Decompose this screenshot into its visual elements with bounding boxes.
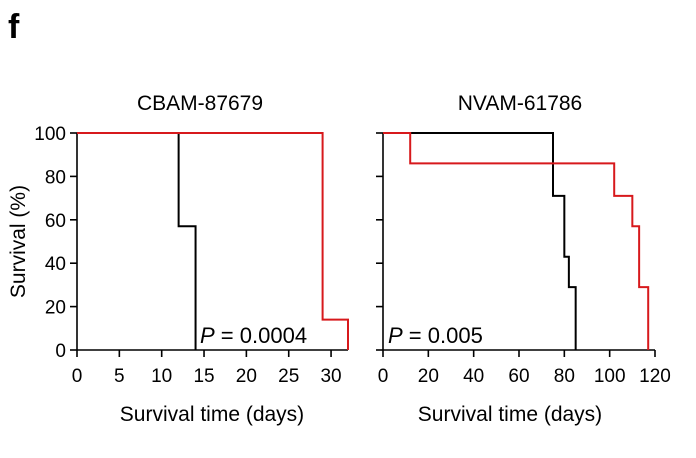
x-tick-label: 25 [278, 366, 299, 387]
charts-container: CBAM-87679 0 20 40 60 80 100 0 5 10 15 20 25 30 Surviv… [7, 92, 671, 426]
y-axis-label: Survival (%) [7, 185, 30, 298]
x-tick-label: 30 [320, 366, 341, 387]
x-tick-label: 20 [236, 366, 257, 387]
y-tick-label: 0 [55, 341, 66, 362]
x-tick-label: 10 [151, 366, 172, 387]
p-value-text: = 0.005 [403, 323, 483, 348]
chart-panel-1: CBAM-87679 0 20 40 60 80 100 0 5 10 15 20 25 30 Surviv… [7, 92, 349, 426]
x-tick-label: 120 [639, 366, 671, 387]
y-tick-label: 20 [45, 298, 66, 319]
chart-title: NVAM-61786 [458, 92, 583, 115]
y-tick-label: 40 [45, 254, 66, 275]
y-tick-label: 100 [34, 124, 66, 145]
panel-letter: f [8, 8, 20, 46]
y-tick-label: 60 [45, 211, 66, 232]
p-value-symbol: P [200, 323, 215, 348]
x-tick-label: 5 [114, 366, 125, 387]
chart-panel-2: NVAM-61786 0 20 40 60 80 100 120 Survival time (… [376, 92, 671, 426]
p-value-text: = 0.0004 [215, 323, 307, 348]
x-tick-label: 100 [594, 366, 626, 387]
x-tick-label: 0 [72, 366, 83, 387]
p-value-annotation: P = 0.0004 [200, 323, 307, 348]
x-tick-label: 15 [193, 366, 214, 387]
p-value-symbol: P [388, 323, 403, 348]
x-axis-label: Survival time (days) [120, 403, 304, 426]
chart-title: CBAM-87679 [137, 92, 263, 115]
survival-curve-2 [383, 132, 650, 350]
survival-curve-1 [383, 132, 577, 350]
p-value-annotation: P = 0.005 [388, 323, 483, 348]
survival-curve-1 [77, 132, 197, 350]
x-tick-label: 40 [463, 366, 484, 387]
y-tick-label: 80 [45, 167, 66, 188]
survival-curve-2 [77, 132, 349, 350]
x-tick-label: 60 [508, 366, 529, 387]
x-axis-label: Survival time (days) [418, 403, 602, 426]
x-tick-label: 80 [554, 366, 575, 387]
x-tick-label: 0 [378, 366, 389, 387]
x-tick-label: 20 [418, 366, 439, 387]
